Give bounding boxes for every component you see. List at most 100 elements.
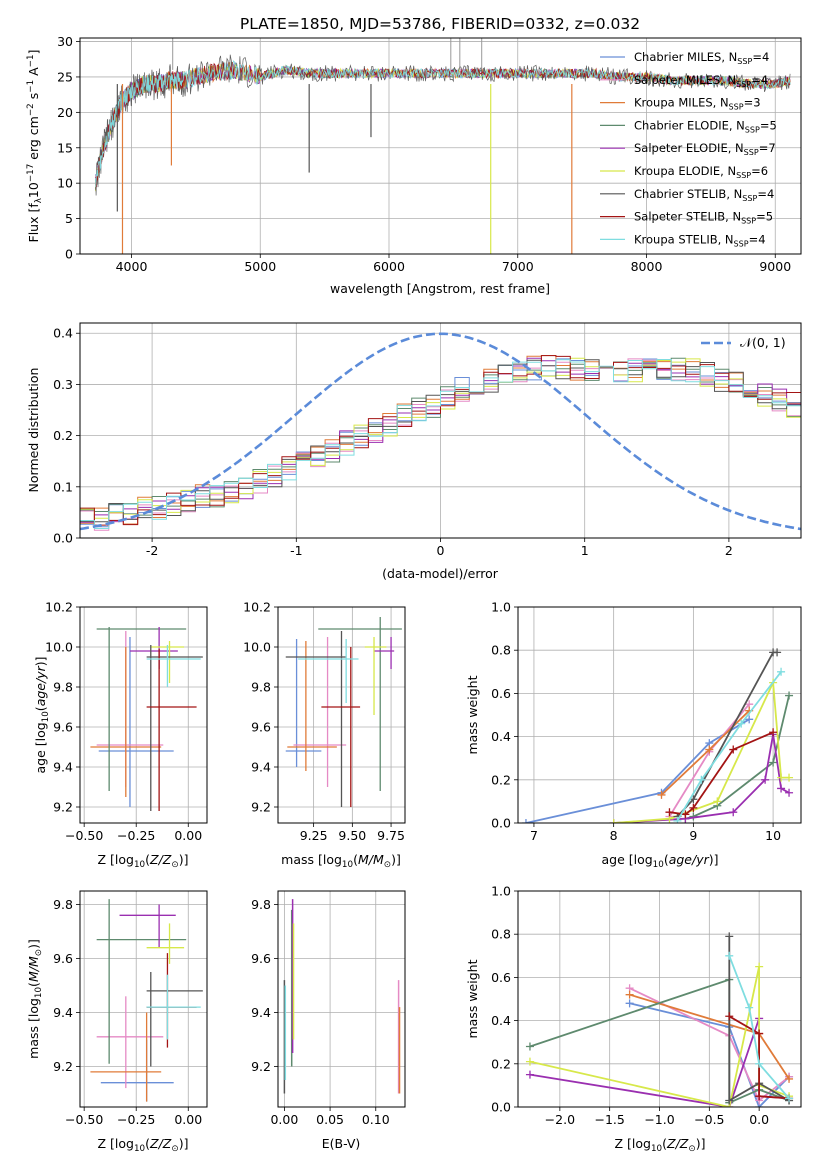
spectrum-line-8 xyxy=(95,60,791,187)
residuals-ylabel: Normed distribution xyxy=(26,368,41,493)
legend-label-part: =6 xyxy=(751,164,768,178)
mass_vs_ebv-xtick-label: 0.10 xyxy=(362,1112,390,1127)
age_vs_Z-xlabel-part: Z/Z xyxy=(149,852,172,867)
age_vs_Z-ylabel: age [log10(age/yr)] xyxy=(33,656,51,773)
weight_vs_age-marker xyxy=(681,810,690,819)
mass_vs_ebv-ytick-label: 9.2 xyxy=(251,1059,271,1074)
age_vs_mass-ytick-label: 9.6 xyxy=(251,720,271,735)
mass_vs_Z-plot-area xyxy=(90,899,203,1102)
age_vs_Z-xlabel-part: ⊙ xyxy=(171,860,178,870)
spectrum-ytick-label: 15 xyxy=(57,140,73,155)
weight_vs_Z-frame xyxy=(517,890,802,1108)
weight_vs_Z-ytick-label: 0.2 xyxy=(491,1056,511,1071)
mass_vs_Z-ylabel: mass [log10(M/M⊙)] xyxy=(26,939,44,1059)
age-vs-metallicity-panel: −0.50 −0.25 0.00 9.2 9.4 9.6 9.8 10.0 10.2 Z [log… xyxy=(33,600,208,870)
age_vs_mass-xlabel-part: M/M xyxy=(358,852,384,867)
legend-label-part: SSP xyxy=(737,57,752,66)
mass_vs_Z-ylabel-part: M/M xyxy=(26,956,41,982)
weight_vs_age-marker xyxy=(785,788,794,797)
weight_vs_Z-ytick-label: 0.8 xyxy=(491,927,511,942)
age_vs_mass-plot-area xyxy=(285,617,402,807)
weight_vs_Z-xlabel-part: ⊙ xyxy=(688,1144,695,1154)
age_vs_Z-xtick-label: 0.00 xyxy=(174,828,202,843)
legend-label-part: SSP xyxy=(744,148,759,157)
age_vs_mass-xlabel-part: mass [log xyxy=(281,852,342,867)
mass_vs_ebv-grid xyxy=(278,891,405,1107)
residuals-frame xyxy=(79,322,802,539)
spectrum-frame xyxy=(79,37,802,255)
weight_vs_age-marker xyxy=(689,803,698,812)
age_vs_Z-ylabel-part: age/yr xyxy=(33,665,48,706)
legend-label: Chabrier MILES, NSSP=4 xyxy=(634,50,769,66)
age_vs_mass-xlabel: mass [log10(M/M⊙)] xyxy=(281,852,401,870)
weight_vs_age-marker xyxy=(777,784,786,793)
weight_vs_Z-xtick-label: 0.0 xyxy=(749,1112,769,1127)
mass_vs_Z-xlabel-part: ⊙ xyxy=(171,1144,178,1154)
weight_vs_Z-marker xyxy=(755,1029,764,1038)
spectrum-ylabel-part: −2 xyxy=(26,103,36,116)
weight_vs_age-marker xyxy=(761,775,770,784)
spectrum-xtick-label: 8000 xyxy=(631,259,663,274)
weight_vs_age-marker xyxy=(745,715,754,724)
age_vs_mass-ytick-label: 9.4 xyxy=(251,760,271,775)
mass_vs_Z-grid xyxy=(80,891,207,1107)
age_vs_Z-grid xyxy=(80,606,207,823)
mass_vs_Z-xlabel-part: Z [log xyxy=(98,1136,134,1151)
spectrum-ylabel: Flux [fλ10−17 erg cm−2 s−1 A−1] xyxy=(26,50,44,243)
weight_vs_age-xlabel-part: ( xyxy=(664,852,669,867)
mass_vs_Z-ylabel-part: ⊙ xyxy=(34,949,44,956)
legend-label-part: Kroupa STELIB, N xyxy=(634,232,734,246)
age_vs_mass-xlabel-part: )] xyxy=(391,852,401,867)
age_vs_Z-ytick-label: 9.4 xyxy=(53,760,73,775)
weight_vs_Z-xtick-label: −0.5 xyxy=(694,1112,724,1127)
mass_vs_ebv-ytick-label: 9.8 xyxy=(251,897,271,912)
legend-label-part: SSP xyxy=(734,239,749,248)
figure-title: PLATE=1850, MJD=53786, FIBERID=0332, z=0… xyxy=(240,15,640,33)
weight_vs_age-marker xyxy=(657,790,666,799)
age_vs_Z-ytick-label: 10.0 xyxy=(45,640,73,655)
weight_vs_Z-marker xyxy=(525,1042,534,1051)
residuals-ytick-label: 0.0 xyxy=(53,531,73,546)
mass_vs_Z-xlabel-part: 10 xyxy=(134,1144,145,1154)
weight_vs_age-ytick-label: 0.8 xyxy=(491,643,511,658)
mass_vs_ebv-ytick-label: 9.4 xyxy=(251,1005,271,1020)
age_vs_Z-ylabel-part: age [log xyxy=(33,722,48,773)
weight_vs_age-series-5 xyxy=(613,679,789,823)
weight_vs_age-xlabel-part: age/yr xyxy=(669,852,710,867)
residuals-ytick-label: 0.2 xyxy=(53,428,73,443)
weight_vs_age-marker xyxy=(705,745,714,754)
weight_vs_Z-xlabel: Z [log10(Z/Z⊙)] xyxy=(615,1136,706,1154)
mass-vs-metallicity-panel: −0.50 −0.25 0.009.29.49.69.8Z [log10(Z/Z⊙)… xyxy=(26,890,208,1154)
legend-label-part: Kroupa ELODIE, N xyxy=(634,164,736,178)
weight_vs_age-marker xyxy=(785,773,794,782)
residuals-ytick-label: 0.3 xyxy=(53,377,73,392)
spectrum-plot-area xyxy=(95,38,791,254)
age_vs_mass-xlabel-part: 10 xyxy=(342,860,353,870)
age_vs_Z-frame xyxy=(79,606,208,824)
mass_vs_Z-xtick-label: −0.25 xyxy=(117,1112,155,1127)
age_vs_mass-ytick-label: 9.8 xyxy=(251,680,271,695)
residuals-panel: -2 -1 0 1 2 0.0 0.1 0.2 0.3 0.4 𝒩(0, 1) (data-model… xyxy=(26,322,802,581)
weight-vs-metallicity-panel: −2.0 −1.5 −1.0 −0.5 0.0 0.0 0.2 0.4 0.6 0.8 1.0 Z [… xyxy=(465,884,802,1154)
legend-label-part: Chabrier STELIB, N xyxy=(634,187,742,201)
legend-label: Chabrier STELIB, NSSP=4 xyxy=(634,187,774,203)
age_vs_Z-xtick-label: −0.50 xyxy=(65,828,103,843)
weight_vs_age-ylabel: mass weight xyxy=(465,675,480,754)
weight_vs_age-marker xyxy=(769,758,778,767)
weight_vs_age-xlabel-part: 10 xyxy=(653,860,664,870)
mass_vs_Z-ytick-label: 9.8 xyxy=(53,897,73,912)
mass_vs_ebv-xlabel: E(B-V) xyxy=(322,1136,361,1151)
weight_vs_Z-marker xyxy=(745,1003,754,1012)
mass_vs_ebv-plot-area xyxy=(283,899,401,1094)
legend-label-part: Kroupa MILES, N xyxy=(634,96,729,110)
spectrum-ylabel-part: −17 xyxy=(26,164,36,182)
weight_vs_age-marker xyxy=(777,667,786,676)
spectrum-xtick-label: 9000 xyxy=(759,259,791,274)
legend-label-part: =5 xyxy=(760,118,777,132)
legend-label-part: Salpeter MILES, N xyxy=(634,73,736,87)
mass_vs_Z-ytick-label: 9.4 xyxy=(53,1005,73,1020)
age_vs_Z-plot-area xyxy=(90,627,203,811)
spectrum-ylabel-part: −1 xyxy=(26,80,36,93)
weight_vs_age-xtick-label: 7 xyxy=(530,828,538,843)
